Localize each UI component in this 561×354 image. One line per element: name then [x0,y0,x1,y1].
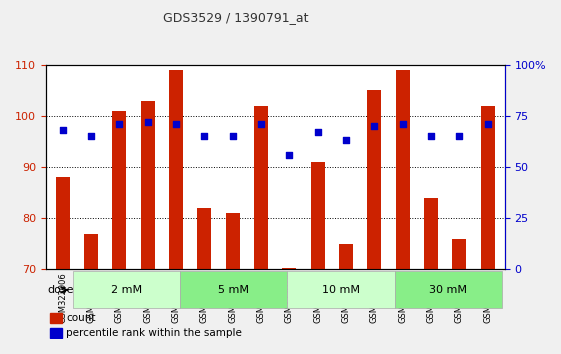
Point [256,121,265,127]
Bar [452,239,466,269]
Text: count: count [66,313,96,323]
Point [370,123,379,129]
Point [172,121,181,127]
Point [115,121,124,127]
Bar [50,313,62,323]
Bar [50,327,62,338]
Text: GDS3529 / 1390791_at: GDS3529 / 1390791_at [163,11,309,24]
Bar [84,234,98,269]
Bar [197,208,211,269]
Bar [254,105,268,269]
FancyBboxPatch shape [394,272,502,308]
Text: 10 mM: 10 mM [322,285,360,295]
Point [143,119,152,125]
Point [228,133,237,139]
Bar [226,213,240,269]
Bar [396,70,410,269]
Text: 30 mM: 30 mM [429,285,467,295]
Bar [367,90,381,269]
FancyBboxPatch shape [180,272,287,308]
Bar [339,244,353,269]
Bar [56,177,70,269]
Bar [112,111,126,269]
FancyBboxPatch shape [287,272,394,308]
Text: 2 mM: 2 mM [111,285,142,295]
FancyBboxPatch shape [72,272,180,308]
Point [342,138,351,143]
Text: dose: dose [47,285,73,295]
Point [398,121,407,127]
Point [483,121,492,127]
Bar [169,70,183,269]
Bar [282,268,296,269]
Bar [424,198,438,269]
Bar [311,162,325,269]
Point [285,152,294,158]
Point [313,130,322,135]
Text: percentile rank within the sample: percentile rank within the sample [66,328,242,338]
Point [200,133,209,139]
Bar [141,101,155,269]
Point [58,127,67,133]
Bar [481,105,495,269]
Point [426,133,435,139]
Point [86,133,95,139]
Text: 5 mM: 5 mM [218,285,249,295]
Point [455,133,464,139]
